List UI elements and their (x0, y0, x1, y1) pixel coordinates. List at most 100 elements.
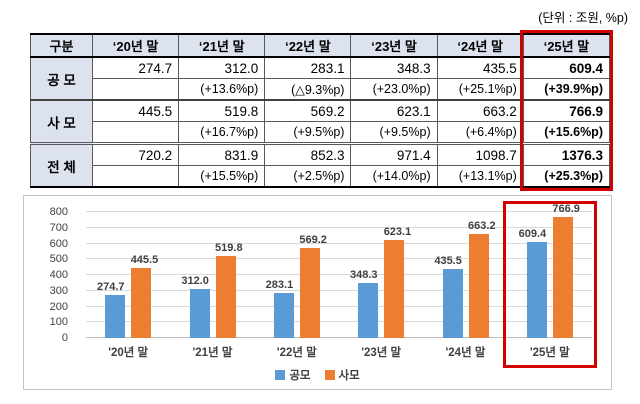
table-cell: 435.5 (436, 56, 524, 79)
bar-value-label: 445.5 (130, 253, 159, 266)
y-tick-label: 700 (49, 221, 68, 234)
bar-value-label: 519.8 (215, 242, 243, 255)
table-cell: 569.2 (264, 99, 352, 122)
y-tick-label: 0 (61, 332, 68, 344)
table-cell: (+14.0%p) (350, 165, 438, 188)
table-row-total-values: 전 체 720.2 831.9 852.3 971.4 1098.7 1376.… (30, 142, 611, 188)
table-row-samo-changes: (+16.7%p) (+9.5%p) (+9.5%p) (+6.4%p) (+1… (31, 121, 611, 144)
gridline (86, 258, 592, 260)
y-tick-label: 200 (49, 300, 68, 313)
legend-label: 공모 (289, 370, 311, 382)
table-cell: (+16.7%p) (178, 121, 266, 144)
y-tick-label: 300 (49, 284, 68, 297)
bar-group: 609.4 766.9 (519, 203, 580, 338)
table-cell: (+9.5%p) (350, 121, 438, 144)
bar-value-label: 312.0 (181, 274, 209, 287)
x-tick-label: '25년 말 (529, 347, 570, 359)
table-cell: 1098.7 (436, 142, 524, 166)
table-header-row: 구분 ‘20년 말 ‘21년 말 ‘22년 말 ‘23년 말 ‘24년 말 ‘2… (30, 33, 611, 58)
table-cell (91, 121, 180, 144)
data-table-wrap: 구분 ‘20년 말 ‘21년 말 ‘22년 말 ‘23년 말 ‘24년 말 ‘2… (30, 30, 613, 191)
gridline (86, 289, 592, 291)
bar-공모: 435.5 (434, 255, 463, 338)
table-header-year-20: ‘20년 말 (91, 33, 180, 58)
bar-chart: 0 100 200 300 400 500 600 700 800 274.7 445.5 312.… (23, 195, 612, 390)
units-label: (단위 : 조원, %p) (538, 11, 628, 25)
table-cell: (+13.1%p) (436, 165, 524, 188)
x-tick-label: '21년 말 (192, 347, 233, 359)
bar-사모: 663.2 (468, 220, 496, 338)
gridline (86, 226, 592, 228)
bar-공모: 348.3 (350, 269, 379, 338)
x-tick-label: '24년 말 (445, 347, 486, 359)
data-table: 구분 ‘20년 말 ‘21년 말 ‘22년 말 ‘23년 말 ‘24년 말 ‘2… (30, 33, 611, 188)
gridline (86, 305, 592, 307)
table-cell-highlight: (+25.3%p) (522, 165, 611, 188)
bar-value-label: 663.2 (468, 219, 496, 232)
table-cell (91, 78, 180, 101)
bar-group: 435.5 663.2 (434, 212, 496, 338)
table-cell: (+15.5%p) (178, 165, 266, 188)
table-cell: 445.5 (91, 99, 180, 122)
bar-value-label: 283.1 (265, 279, 294, 292)
bar-group: 274.7 445.5 (97, 212, 158, 338)
table-cell-highlight: 766.9 (522, 99, 611, 122)
x-tick-label: '22년 말 (276, 347, 317, 359)
bar-공모: 283.1 (266, 279, 294, 338)
bar-value-label: 609.4 (518, 228, 547, 241)
legend-swatch (275, 370, 286, 380)
bar-value-label: 766.9 (552, 203, 580, 216)
bar-공모: 609.4 (519, 228, 547, 338)
table-row-gongmo-changes: (+13.6%p) (△9.3%p) (+23.0%p) (+25.1%p) (… (31, 78, 611, 101)
y-axis-labels: 0 100 200 300 400 500 600 700 800 (28, 206, 78, 344)
table-cell: (+25.1%p) (436, 78, 524, 101)
table-cell: (+6.4%p) (436, 121, 524, 144)
table-cell-highlight: (+15.6%p) (522, 121, 611, 144)
table-header-year-23: ‘23년 말 (350, 33, 438, 58)
table-cell: (+2.5%p) (264, 165, 352, 188)
table-cell: (+23.0%p) (350, 78, 438, 101)
table-header-year-24: ‘24년 말 (436, 33, 524, 58)
x-tick-label: '23년 말 (361, 347, 402, 359)
table-cell: 720.2 (91, 142, 180, 166)
table-cell: 663.2 (436, 99, 524, 122)
table-cell: (△9.3%p) (264, 78, 352, 101)
table-cell: 623.1 (350, 99, 438, 122)
y-tick-label: 800 (49, 206, 68, 218)
table-cell: 274.7 (91, 56, 180, 79)
gridline (86, 242, 592, 244)
gridline (86, 211, 592, 212)
table-row-samo-values: 사 모 445.5 519.8 569.2 623.1 663.2 766.9 (30, 99, 611, 144)
bar-value-label: 569.2 (299, 234, 327, 247)
table-header-year-21: ‘21년 말 (178, 33, 266, 58)
gridline (86, 321, 592, 323)
chart-legend: 공모 사모 (24, 367, 611, 383)
table-cell: 283.1 (264, 56, 352, 79)
bar-group: 283.1 569.2 (266, 212, 327, 338)
bar-group: 312.0 519.8 (181, 212, 243, 338)
table-cell-highlight: 1376.3 (522, 142, 611, 166)
table-cell: (+13.6%p) (178, 78, 266, 101)
bar-사모: 623.1 (384, 226, 411, 338)
legend-swatch (324, 370, 335, 380)
bar-사모: 445.5 (131, 254, 158, 338)
table-cell: 971.4 (350, 142, 438, 166)
bar-사모: 519.8 (215, 242, 243, 338)
gridline (86, 274, 592, 275)
bar-사모: 766.9 (552, 203, 580, 338)
table-header-gubun: 구분 (30, 33, 93, 58)
bar-공모: 274.7 (97, 281, 126, 338)
chart-plot: 274.7 445.5 312.0 519.8 283.1 569.2 348.3 623.1… (86, 203, 592, 338)
x-axis-labels: '20년 말 '21년 말 '22년 말 '23년 말 '24년 말 '25년 말 (86, 344, 592, 360)
table-cell: 852.3 (264, 142, 352, 166)
bar-value-label: 274.7 (96, 280, 125, 293)
y-tick-label: 600 (49, 237, 68, 250)
table-cell: 831.9 (178, 142, 266, 166)
row-label-total: 전 체 (30, 142, 93, 188)
row-label-samo: 사 모 (30, 99, 93, 144)
table-header-year-25: ‘25년 말 (522, 33, 611, 58)
table-cell: 519.8 (178, 99, 266, 122)
bar-group: 348.3 623.1 (350, 212, 411, 338)
table-row-gongmo-values: 공 모 274.7 312.0 283.1 348.3 435.5 609.4 (30, 56, 611, 101)
